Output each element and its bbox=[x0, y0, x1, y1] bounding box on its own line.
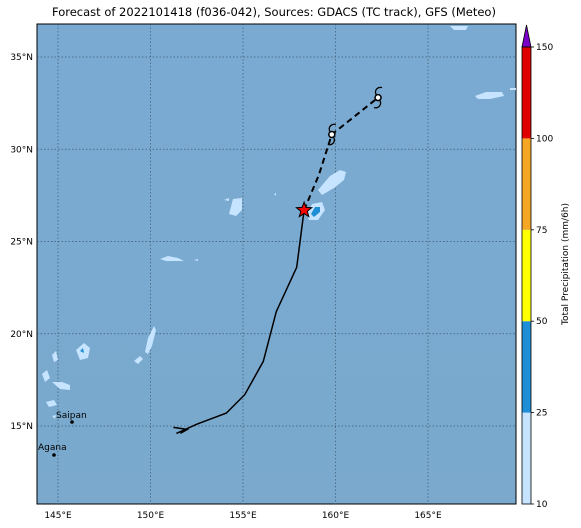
colorbar-segment bbox=[522, 47, 531, 139]
precip-cell bbox=[46, 400, 57, 407]
precip-cell bbox=[42, 370, 50, 382]
place-label-saipan: Saipan bbox=[56, 411, 87, 421]
precip-cell bbox=[52, 382, 70, 390]
lat-tick-label: 30°N bbox=[10, 145, 33, 155]
precip-cell bbox=[194, 259, 198, 261]
lat-tick-label: 20°N bbox=[10, 330, 33, 340]
cyclone-symbol-icon bbox=[327, 123, 336, 146]
storm-track bbox=[173, 86, 383, 435]
forecast-track-line bbox=[303, 96, 379, 211]
colorbar-segment bbox=[522, 138, 531, 230]
current-position-star-icon bbox=[295, 200, 314, 218]
precip-cell bbox=[475, 92, 504, 99]
precip-cell bbox=[52, 351, 58, 362]
colorbar-tick-label: 25 bbox=[536, 409, 547, 419]
latitude-ticks: 35°N 30°N 25°N 20°N 15°N bbox=[10, 53, 33, 432]
colorbar-tick-label: 100 bbox=[536, 134, 553, 144]
colorbar-tick-label: 10 bbox=[536, 500, 548, 510]
longitude-ticks: 145°E 150°E 155°E 160°E 165°E bbox=[44, 511, 442, 521]
precip-cell-heavy bbox=[80, 348, 84, 353]
map-title: Forecast of 2022101418 (f036-042), Sourc… bbox=[52, 5, 496, 19]
precip-cell-heavy bbox=[311, 207, 320, 217]
precip-cell bbox=[224, 198, 229, 201]
place-label-agana: Agana bbox=[38, 443, 67, 453]
saipan-marker bbox=[70, 420, 74, 424]
place-markers: Saipan Agana bbox=[38, 411, 87, 457]
precip-cell bbox=[160, 256, 184, 261]
colorbar-label: Total Precipitation (mm/6h) bbox=[561, 203, 571, 326]
precip-cell bbox=[134, 356, 143, 364]
precip-cell bbox=[229, 198, 242, 216]
colorbar-extension bbox=[521, 24, 532, 48]
precip-cell bbox=[274, 193, 276, 196]
cyclone-symbol-icon bbox=[373, 86, 383, 109]
past-track-line bbox=[176, 210, 305, 435]
lat-tick-label: 15°N bbox=[10, 422, 33, 432]
colorbar-frame bbox=[521, 46, 532, 505]
precip-cell bbox=[145, 326, 156, 354]
lat-tick-label: 35°N bbox=[10, 53, 33, 63]
colorbar: 10 25 50 75 100 150 bbox=[521, 24, 553, 510]
agana-marker bbox=[52, 453, 56, 457]
colorbar-segment bbox=[522, 321, 531, 413]
graticule bbox=[37, 24, 516, 504]
colorbar-tick-label: 150 bbox=[536, 43, 553, 53]
lon-tick-label: 165°E bbox=[414, 511, 442, 521]
lat-tick-label: 25°N bbox=[10, 238, 33, 248]
colorbar-segment bbox=[522, 229, 531, 322]
ocean-background bbox=[36, 23, 517, 505]
precip-cell bbox=[510, 88, 516, 90]
colorbar-segment bbox=[522, 412, 531, 504]
lon-tick-label: 155°E bbox=[229, 511, 257, 521]
precipitation-heavy bbox=[80, 207, 320, 353]
precip-cell bbox=[318, 170, 346, 195]
colorbar-tick-label: 50 bbox=[536, 317, 548, 327]
lon-tick-label: 160°E bbox=[322, 511, 350, 521]
track-start-icon bbox=[173, 426, 190, 434]
precip-cell bbox=[450, 26, 468, 30]
precip-cell bbox=[52, 415, 56, 419]
precipitation-areas bbox=[42, 26, 516, 419]
colorbar-tick-label: 75 bbox=[536, 226, 547, 236]
lon-tick-label: 145°E bbox=[44, 511, 72, 521]
lon-tick-label: 150°E bbox=[137, 511, 165, 521]
